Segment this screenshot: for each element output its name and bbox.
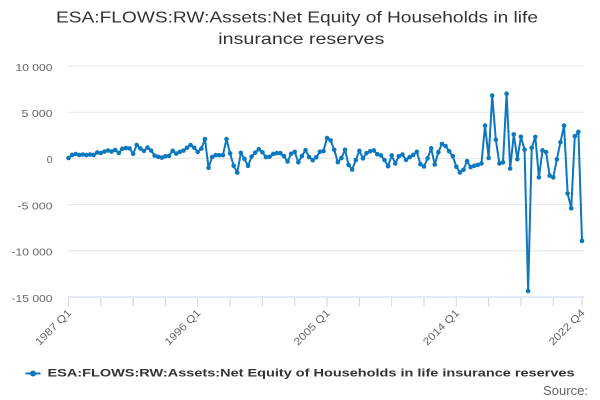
svg-text:0: 0 — [47, 154, 53, 166]
svg-text:ESA:FLOWS:RW:Assets:Net Equity: ESA:FLOWS:RW:Assets:Net Equity of Househ… — [48, 368, 575, 380]
svg-text:insurance reserves: insurance reserves — [218, 31, 384, 48]
svg-text:Source:: Source: — [543, 383, 588, 398]
svg-text:-10 000: -10 000 — [12, 247, 53, 259]
svg-text:10 000: 10 000 — [16, 62, 53, 74]
svg-text:-15 000: -15 000 — [12, 293, 53, 305]
svg-text:5 000: 5 000 — [22, 108, 53, 120]
svg-text:-5 000: -5 000 — [18, 200, 53, 212]
svg-text:ESA:FLOWS:RW:Assets:Net Equity: ESA:FLOWS:RW:Assets:Net Equity of Househ… — [56, 10, 538, 27]
